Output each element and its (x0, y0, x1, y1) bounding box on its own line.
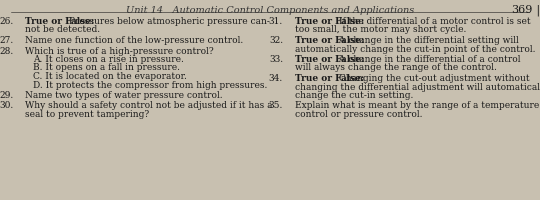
Text: 30.: 30. (0, 102, 14, 110)
Text: 33.: 33. (269, 55, 283, 64)
Text: 34.: 34. (269, 74, 283, 83)
Text: True or False:: True or False: (295, 17, 364, 26)
Text: Unit 14   Automatic Control Components and Applications: Unit 14 Automatic Control Components and… (126, 6, 414, 15)
Text: Explain what is meant by the range of a temperature: Explain what is meant by the range of a … (295, 102, 539, 110)
Text: changing the differential adjustment will automatically: changing the differential adjustment wil… (295, 82, 540, 92)
Text: C. It is located on the evaporator.: C. It is located on the evaporator. (33, 72, 187, 81)
Text: Name one function of the low-pressure control.: Name one function of the low-pressure co… (25, 36, 243, 45)
Text: |: | (533, 5, 540, 17)
Text: will always change the range of the control.: will always change the range of the cont… (295, 64, 497, 72)
Text: seal to prevent tampering?: seal to prevent tampering? (25, 110, 149, 119)
Text: 28.: 28. (0, 46, 14, 55)
Text: B. It opens on a fall in pressure.: B. It opens on a fall in pressure. (33, 64, 180, 72)
Text: A. It closes on a rise in pressure.: A. It closes on a rise in pressure. (33, 55, 184, 64)
Text: True or False:: True or False: (295, 55, 364, 64)
Text: 29.: 29. (0, 91, 14, 100)
Text: 26.: 26. (0, 17, 14, 26)
Text: True or False:: True or False: (295, 36, 364, 45)
Text: True or False:: True or False: (25, 17, 94, 26)
Text: 35.: 35. (268, 102, 283, 110)
Text: automatically change the cut-in point of the control.: automatically change the cut-in point of… (295, 45, 536, 53)
Text: A change in the differential of a control: A change in the differential of a contro… (336, 55, 521, 64)
Text: True or False:: True or False: (295, 74, 364, 83)
Text: change the cut-in setting.: change the cut-in setting. (295, 91, 414, 100)
Text: too small, the motor may short cycle.: too small, the motor may short cycle. (295, 25, 467, 34)
Text: If the differential of a motor control is set: If the differential of a motor control i… (336, 17, 531, 26)
Text: 369: 369 (511, 5, 533, 15)
Text: 27.: 27. (0, 36, 14, 45)
Text: 32.: 32. (269, 36, 283, 45)
Text: Which is true of a high-pressure control?: Which is true of a high-pressure control… (25, 46, 214, 55)
Text: Name two types of water pressure control.: Name two types of water pressure control… (25, 91, 222, 100)
Text: 31.: 31. (269, 17, 283, 26)
Text: control or pressure control.: control or pressure control. (295, 110, 422, 119)
Text: Changing the cut-out adjustment without: Changing the cut-out adjustment without (336, 74, 530, 83)
Text: Why should a safety control not be adjusted if it has a: Why should a safety control not be adjus… (25, 102, 273, 110)
Text: D. It protects the compressor from high pressures.: D. It protects the compressor from high … (33, 80, 267, 90)
Text: A change in the differential setting will: A change in the differential setting wil… (336, 36, 519, 45)
Text: Pressures below atmospheric pressure can-: Pressures below atmospheric pressure can… (66, 17, 270, 26)
Text: not be detected.: not be detected. (25, 25, 100, 34)
